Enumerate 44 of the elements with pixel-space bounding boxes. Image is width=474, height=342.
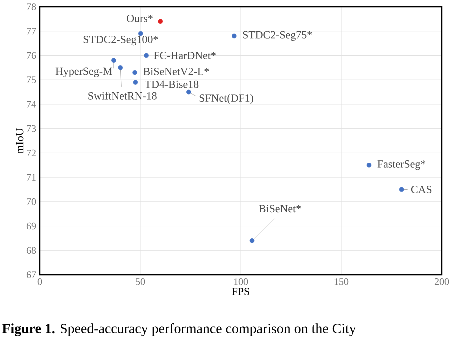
y-tick-label: 70 xyxy=(27,198,36,206)
x-tick-label: 100 xyxy=(234,278,248,286)
y-tick-label: 76 xyxy=(27,52,36,60)
x-tick-label: 50 xyxy=(136,278,146,286)
x-tick-label: 150 xyxy=(334,278,349,286)
point xyxy=(144,53,149,58)
y-tick-label: 67 xyxy=(26,272,36,278)
point xyxy=(366,162,372,168)
point xyxy=(250,238,255,244)
annotation: HyperSeg-M xyxy=(56,68,112,78)
y-tick-label: 77 xyxy=(27,28,36,35)
x-tick-label: 200 xyxy=(434,278,450,286)
y-tick-label: 71 xyxy=(27,174,36,181)
annotation: FasterSeg* xyxy=(378,160,426,170)
y-tick-label: 69 xyxy=(26,222,36,230)
point xyxy=(399,187,404,192)
text: Figure 1. Speed-accuracy performance comparison on the City xyxy=(2,324,356,336)
annotation: CAS xyxy=(411,186,432,194)
point xyxy=(118,66,124,70)
annotation: Ours* xyxy=(127,14,153,22)
point xyxy=(138,31,144,36)
y-tick-label: 78 xyxy=(27,4,36,10)
y-tick-label: 68 xyxy=(26,247,36,254)
annotation: BiSeNet* xyxy=(259,205,302,213)
point xyxy=(186,90,192,95)
x-tick-label: 0 xyxy=(38,278,42,286)
point xyxy=(133,80,138,85)
annotation: STDC2-Seg100* xyxy=(84,36,158,46)
annotation: TD4-Bise18 xyxy=(145,80,199,88)
annotation: SwiftNetRN-18 xyxy=(88,92,157,100)
annotation: SFNet(DF1) xyxy=(200,94,254,104)
x-axis-title: FPS xyxy=(232,288,250,296)
annotation: STDC2-Seg75* xyxy=(243,31,312,42)
y-tick-label: 74 xyxy=(27,101,36,108)
point xyxy=(158,19,164,24)
y-tick-label: 75 xyxy=(27,76,36,84)
y-tick-label: 73 xyxy=(27,125,36,132)
y-axis-title: mIoU xyxy=(16,128,24,154)
point xyxy=(132,70,138,76)
annotation: BiSeNetV2-L* xyxy=(144,68,210,76)
y-tick-label: 72 xyxy=(27,150,36,156)
point xyxy=(232,34,237,39)
point xyxy=(112,58,116,63)
annotation: FC-HarDNet* xyxy=(154,52,216,60)
